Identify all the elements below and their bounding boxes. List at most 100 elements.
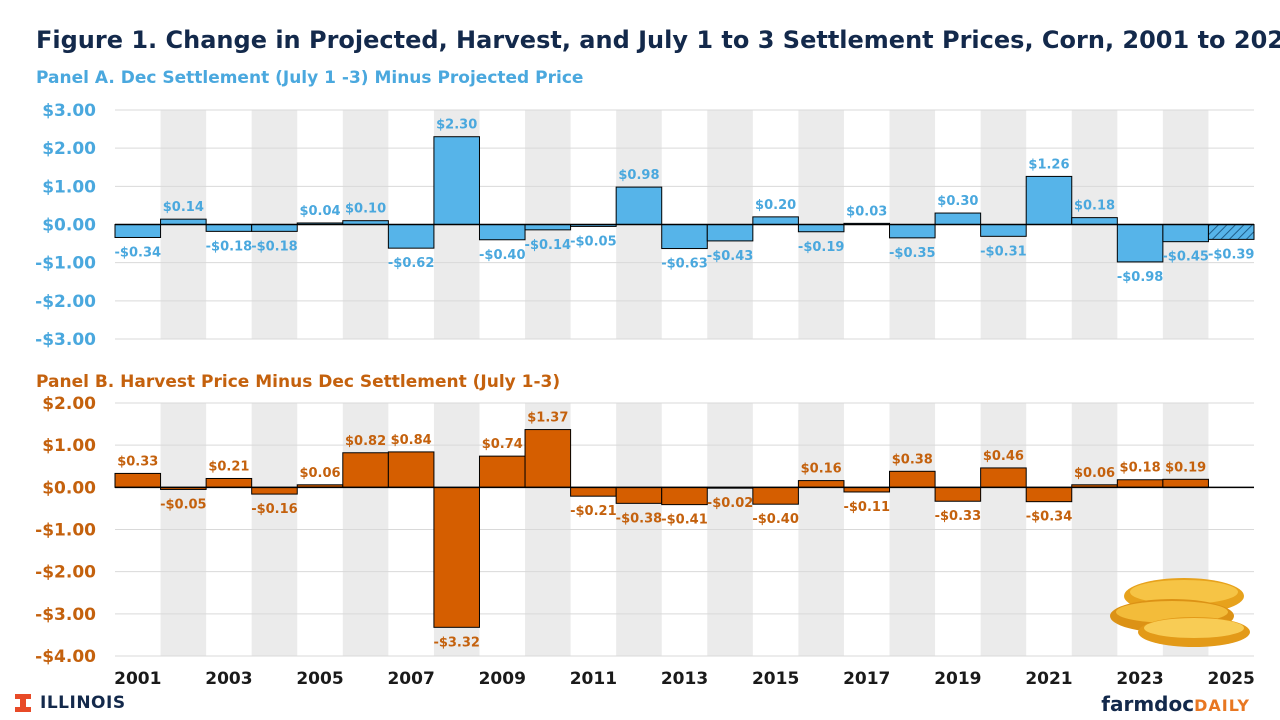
- x-tick-label: 2001: [114, 669, 161, 689]
- x-tick-label: 2005: [296, 669, 343, 689]
- panel-a-title: Panel A. Dec Settlement (July 1 -3) Minu…: [36, 68, 584, 88]
- data-label-2016: $0.16: [801, 462, 842, 477]
- bar-2015: [752, 216, 799, 226]
- bar-2003: [205, 477, 253, 488]
- daily-wordmark: DAILY: [1194, 696, 1250, 715]
- data-label-2009: $0.74: [482, 437, 523, 452]
- data-label-2016: -$0.19: [798, 240, 845, 255]
- data-label-2021: $1.26: [1028, 157, 1069, 172]
- bar-2012: [615, 486, 663, 504]
- bar-2016: [797, 224, 845, 233]
- data-label-2005: $0.04: [299, 204, 340, 219]
- bar-2020: [980, 224, 1027, 237]
- y-tick-label: $2.00: [42, 139, 96, 159]
- y-tick-label: -$2.00: [35, 563, 96, 583]
- corn-cobs-image: [1110, 578, 1250, 647]
- panel-b-chart: $2.00 $1.00 $0.00 -$1.00 -$2.00 -$3.00 -$4.00 $…: [35, 394, 1255, 689]
- y-tick-label: -$3.00: [35, 605, 96, 625]
- bar-2003: [205, 224, 253, 232]
- x-tick-label: 2015: [752, 669, 799, 689]
- figure-title: Figure 1. Change in Projected, Harvest, …: [36, 26, 1280, 54]
- data-label-2015: $0.20: [755, 198, 796, 213]
- data-label-2018: -$0.35: [889, 246, 936, 261]
- y-tick-label: -$1.00: [35, 254, 96, 274]
- farmdoc-daily-brand: farmdocDAILY: [1101, 692, 1250, 716]
- data-label-2006: $0.10: [345, 202, 386, 217]
- bar-2019: [934, 212, 982, 226]
- panel-a-chart: $3.00 $2.00 $1.00 $0.00 -$1.00 -$2.00 -$3.00 -$…: [35, 101, 1255, 350]
- data-label-2022: $0.06: [1074, 466, 1115, 481]
- bar-2008: [433, 486, 480, 628]
- data-label-2006: $0.82: [345, 434, 386, 449]
- data-label-2007: $0.84: [391, 433, 432, 448]
- data-label-2011: -$0.05: [570, 234, 617, 249]
- x-tick-label: 2003: [205, 669, 252, 689]
- data-label-2014: -$0.43: [707, 249, 754, 264]
- data-label-2008: -$3.32: [433, 635, 480, 650]
- corn-cob-front: [1138, 617, 1250, 647]
- data-label-2021: -$0.34: [1026, 510, 1073, 525]
- bar-2015: [752, 486, 799, 505]
- y-tick-label: -$4.00: [35, 647, 96, 667]
- illinois-wordmark: ILLINOIS: [40, 693, 126, 713]
- data-label-2024: -$0.45: [1162, 250, 1209, 265]
- data-label-2005: $0.06: [299, 466, 340, 481]
- bar-2010: [524, 429, 572, 488]
- x-tick-label: 2009: [479, 669, 526, 689]
- data-label-2009: -$0.40: [479, 248, 526, 263]
- bar-2012: [615, 186, 663, 225]
- data-label-2017: -$0.11: [843, 500, 890, 515]
- data-label-2012: -$0.38: [616, 511, 663, 526]
- y-tick-label: $2.00: [42, 394, 96, 414]
- data-label-2002: $0.14: [163, 200, 204, 215]
- x-tick-label: 2017: [843, 669, 890, 689]
- data-label-2013: -$0.41: [661, 513, 708, 528]
- bar-2006: [342, 452, 389, 488]
- x-tick-label: 2021: [1025, 669, 1072, 689]
- y-tick-label: -$3.00: [35, 330, 96, 350]
- data-label-2008: $2.30: [436, 118, 477, 133]
- bar-2020: [980, 467, 1027, 488]
- y-tick-label: -$1.00: [35, 521, 96, 541]
- farmdoc-wordmark: farmdoc: [1101, 692, 1195, 716]
- data-label-2001: $0.33: [117, 454, 158, 469]
- data-label-2018: $0.38: [892, 452, 933, 467]
- data-label-2004: -$0.18: [251, 239, 298, 254]
- data-label-2025: -$0.39: [1208, 247, 1255, 262]
- bar-2014: [706, 224, 754, 242]
- panel-b-title: Panel B. Harvest Price Minus Dec Settlem…: [36, 372, 561, 392]
- bar-2001: [114, 224, 162, 238]
- data-label-2003: $0.21: [208, 459, 249, 474]
- x-tick-label: 2023: [1116, 669, 1163, 689]
- bar-2010: [524, 224, 572, 231]
- data-label-2010: -$0.14: [525, 238, 572, 253]
- data-label-2014: -$0.02: [707, 496, 754, 511]
- x-tick-label: 2011: [570, 669, 617, 689]
- data-label-2020: -$0.31: [980, 244, 1027, 259]
- bar-2021: [1025, 175, 1073, 226]
- bar-2025: [1207, 224, 1255, 240]
- bar-2024: [1162, 478, 1209, 488]
- data-label-2010: $1.37: [527, 411, 568, 426]
- data-label-2020: $0.46: [983, 449, 1024, 464]
- bar-2018: [889, 470, 936, 488]
- data-label-2023: $0.18: [1120, 461, 1161, 476]
- data-label-2024: $0.19: [1165, 460, 1206, 475]
- data-label-2001: -$0.34: [115, 245, 162, 260]
- bar-2009: [478, 224, 526, 241]
- data-label-2007: -$0.62: [388, 256, 435, 271]
- x-tick-label: 2025: [1208, 669, 1255, 689]
- bar-2016: [797, 480, 845, 488]
- data-label-2019: $0.30: [937, 194, 978, 209]
- bar-2011: [570, 486, 617, 497]
- bar-2004: [251, 224, 298, 232]
- data-label-2013: -$0.63: [661, 257, 708, 272]
- y-tick-label: $0.00: [42, 216, 96, 236]
- bar-2023: [1116, 224, 1164, 263]
- y-tick-label: -$2.00: [35, 292, 96, 312]
- data-label-2011: -$0.21: [570, 504, 617, 519]
- data-label-2012: $0.98: [618, 168, 659, 183]
- bar-2007: [387, 451, 435, 488]
- illinois-logo-icon: [15, 694, 31, 712]
